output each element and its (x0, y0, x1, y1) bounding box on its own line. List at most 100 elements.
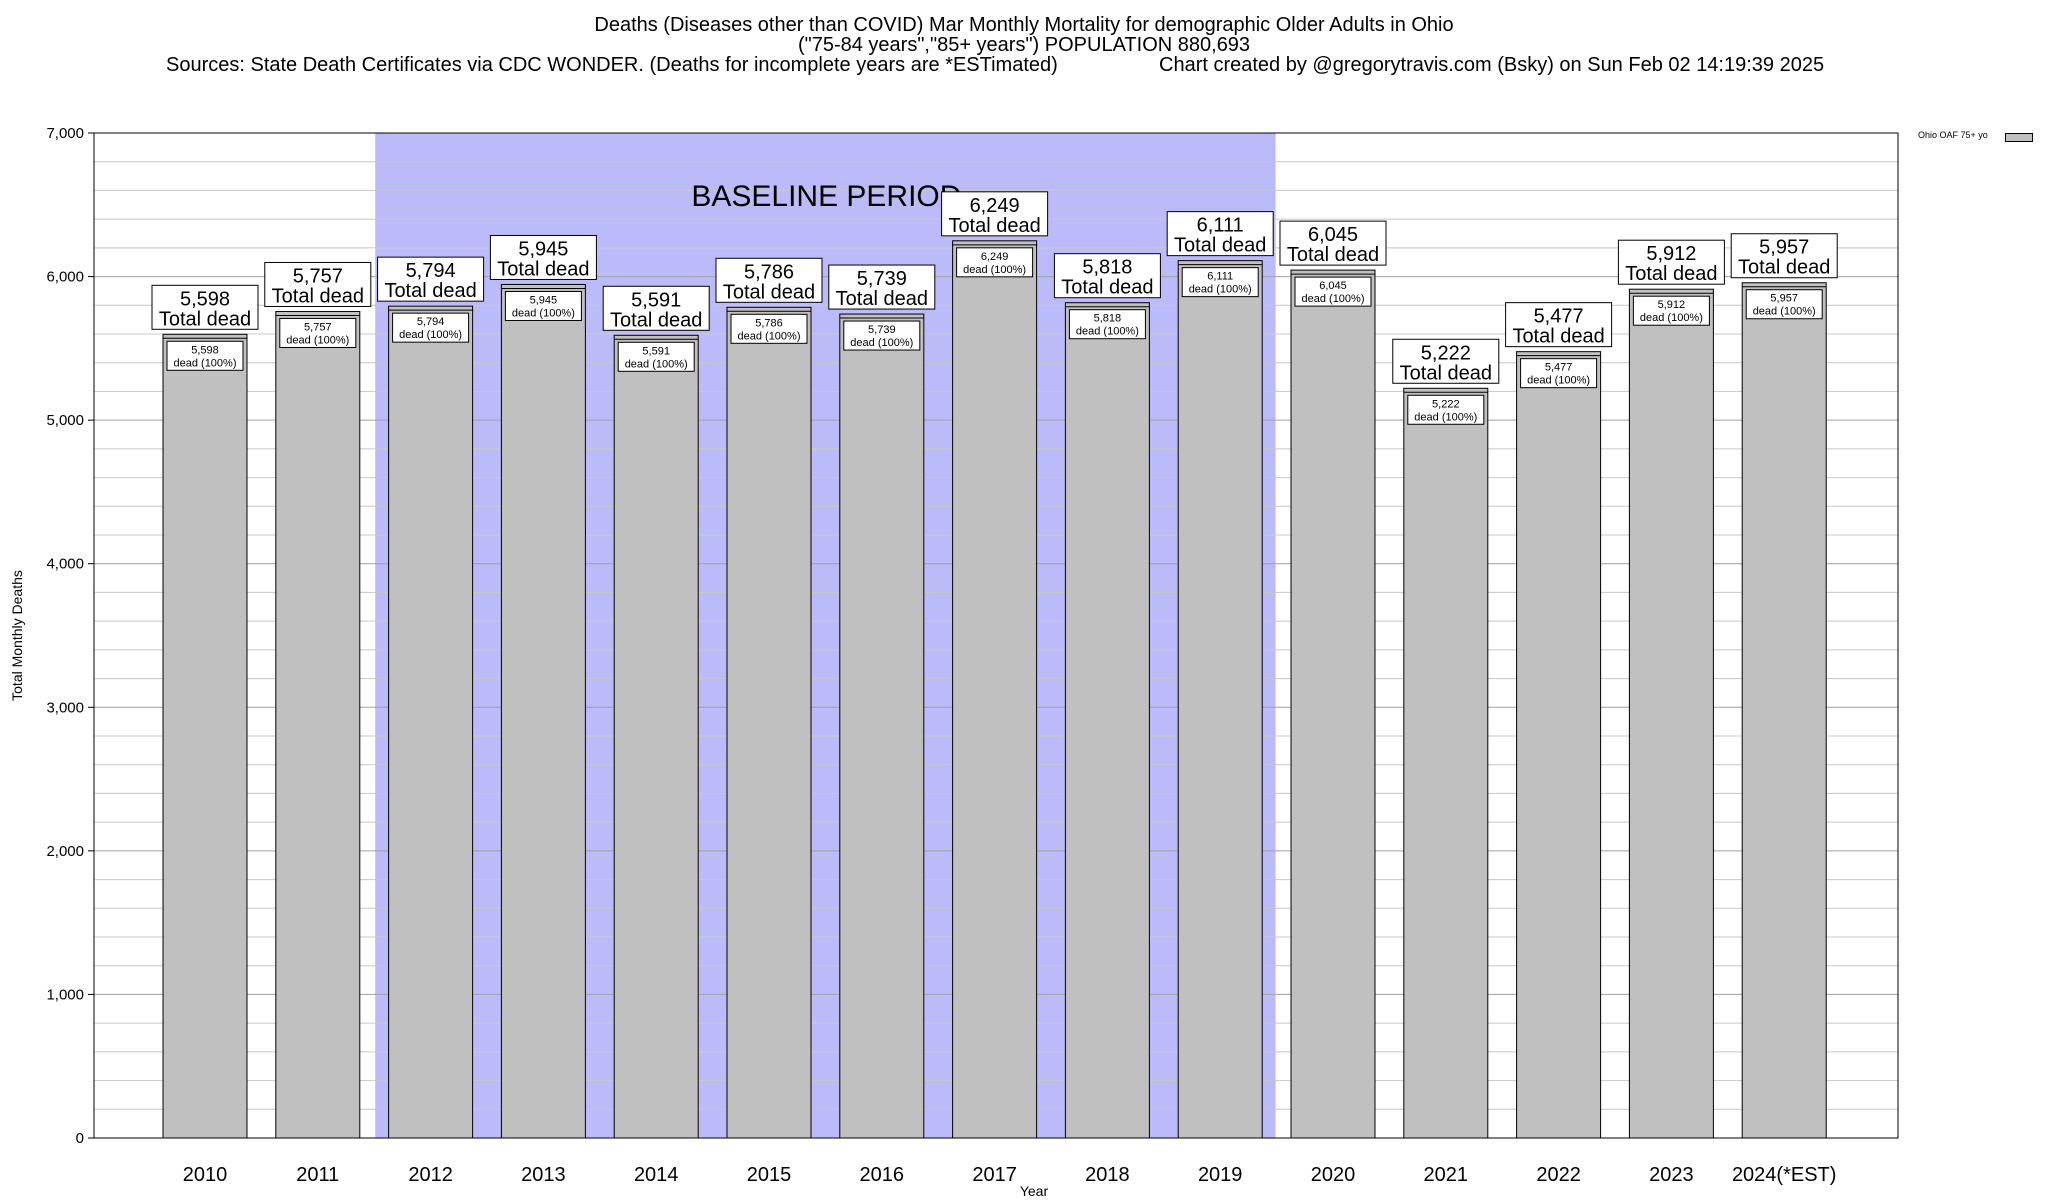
inner-percent-label: dead (100%) (1302, 293, 1365, 305)
x-tick-label: 2020 (1311, 1164, 1356, 1186)
x-tick-label: 2017 (972, 1164, 1017, 1186)
inner-value-label: 5,912 (1658, 299, 1686, 311)
y-axis-label: Total Monthly Deaths (9, 570, 25, 701)
inner-value-label: 5,957 (1770, 293, 1798, 305)
chart-title: Deaths (Diseases other than COVID) Mar M… (594, 14, 1454, 36)
data-label-value: 6,045 (1308, 224, 1358, 246)
inner-percent-label: dead (100%) (512, 307, 575, 319)
data-label-value: 6,111 (1197, 215, 1244, 237)
data-label-box (715, 257, 823, 303)
legend-swatch (2005, 133, 2033, 142)
chart-subtitle: ("75-84 years","85+ years") POPULATION 8… (797, 34, 1251, 56)
y-tick-label: 6,000 (46, 269, 84, 286)
data-label-box (1505, 302, 1613, 348)
y-tick-label: 4,000 (46, 556, 84, 573)
inner-label-box (730, 313, 808, 344)
bar (1064, 302, 1150, 1139)
bar (726, 306, 812, 1139)
x-tick-label: 2013 (521, 1164, 566, 1186)
inner-value-label: 5,786 (755, 317, 783, 329)
bar (162, 333, 248, 1139)
bar (1628, 288, 1714, 1139)
legend-label: Ohio OAF 75+ yo (1918, 130, 1988, 140)
data-label-total: Total dead (1061, 277, 1153, 299)
data-label-value: 5,591 (631, 289, 681, 311)
x-tick-label: 2012 (408, 1164, 453, 1186)
inner-percent-label: dead (100%) (625, 358, 688, 370)
data-label-value: 5,477 (1534, 306, 1584, 328)
inner-label-box (392, 312, 470, 343)
data-label-box (264, 261, 372, 307)
inner-percent-label: dead (100%) (1640, 312, 1703, 324)
data-label-box (151, 284, 259, 330)
inner-label-box (504, 290, 582, 321)
bar (839, 313, 925, 1139)
inner-label-box (1407, 394, 1485, 425)
inner-percent-label: dead (100%) (1189, 284, 1252, 296)
x-tick-label: 2015 (747, 1164, 792, 1186)
inner-percent-label: dead (100%) (1414, 411, 1477, 423)
inner-label-box (1181, 267, 1259, 298)
x-tick-label: 2014 (634, 1164, 679, 1186)
bar (1741, 282, 1827, 1139)
data-label-value: 6,249 (970, 195, 1020, 217)
x-tick-label: 2022 (1536, 1164, 1581, 1186)
inner-label-box (1520, 358, 1598, 389)
inner-label-box (279, 317, 357, 348)
bar (1516, 351, 1602, 1139)
data-label-total: Total dead (1625, 263, 1717, 285)
y-tick-label: 5,000 (46, 412, 84, 429)
inner-value-label: 5,598 (191, 344, 219, 356)
inner-value-label: 6,249 (981, 251, 1009, 263)
inner-percent-label: dead (100%) (963, 264, 1026, 276)
data-label-total: Total dead (159, 308, 251, 330)
x-tick-label: 2021 (1424, 1164, 1469, 1186)
data-label-total: Total dead (384, 280, 476, 302)
data-label-total: Total dead (272, 285, 364, 307)
data-label-value: 5,739 (857, 268, 907, 290)
baseline-label: BASELINE PERIOD (691, 180, 961, 213)
y-tick-label: 0 (76, 1130, 84, 1147)
x-tick-label: 2016 (860, 1164, 905, 1186)
data-label-box (941, 191, 1049, 237)
chart-credit: Chart created by @gregorytravis.com (Bsk… (1159, 54, 1825, 76)
data-label-total: Total dead (836, 288, 928, 310)
inner-percent-label: dead (100%) (738, 330, 801, 342)
data-label-total: Total dead (1512, 326, 1604, 348)
inner-value-label: 5,818 (1094, 313, 1122, 325)
data-label-total: Total dead (948, 215, 1040, 237)
data-label-total: Total dead (497, 258, 589, 280)
y-tick-label: 7,000 (46, 125, 84, 142)
data-label-value: 5,598 (180, 288, 230, 310)
data-label-value: 5,912 (1646, 243, 1696, 265)
bar (1177, 260, 1263, 1139)
data-label-total: Total dead (1174, 235, 1266, 257)
x-tick-label: 2019 (1198, 1164, 1243, 1186)
data-label-total: Total dead (1287, 244, 1379, 266)
inner-value-label: 5,222 (1432, 398, 1460, 410)
x-tick-label: 2010 (183, 1164, 228, 1186)
y-tick-label: 2,000 (46, 843, 84, 860)
data-label-value: 5,945 (518, 238, 568, 260)
data-label-box (489, 234, 597, 280)
inner-value-label: 6,045 (1319, 280, 1347, 292)
data-label-value: 5,786 (744, 261, 794, 283)
inner-percent-label: dead (100%) (1527, 375, 1590, 387)
x-tick-label: 2024(*EST) (1732, 1164, 1837, 1186)
inner-value-label: 6,111 (1207, 271, 1233, 283)
inner-value-label: 5,477 (1545, 362, 1573, 374)
data-label-total: Total dead (610, 309, 702, 331)
inner-label-box (1294, 276, 1372, 307)
x-axis-label: Year (1020, 1183, 1049, 1199)
inner-percent-label: dead (100%) (286, 334, 349, 346)
bar (952, 240, 1038, 1139)
data-label-total: Total dead (1738, 257, 1830, 279)
data-label-box (828, 264, 936, 310)
bar (613, 334, 699, 1139)
data-label-total: Total dead (1400, 362, 1492, 384)
bar (388, 305, 474, 1139)
data-label-value: 5,222 (1421, 342, 1471, 364)
data-label-box (1166, 211, 1274, 257)
y-tick-label: 1,000 (46, 986, 84, 1003)
